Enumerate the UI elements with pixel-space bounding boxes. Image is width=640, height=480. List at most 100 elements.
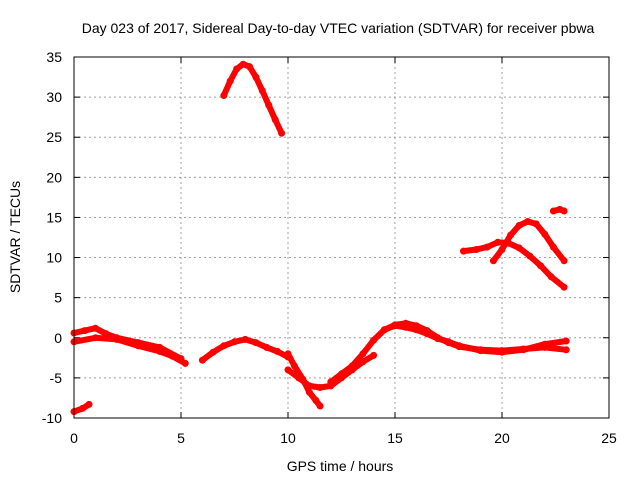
x-tick-label: 15 bbox=[387, 430, 403, 446]
data-point bbox=[549, 207, 557, 215]
data-point bbox=[252, 339, 260, 347]
y-tick-label: -10 bbox=[42, 410, 62, 426]
data-point bbox=[113, 335, 121, 343]
data-point bbox=[273, 347, 281, 355]
data-point bbox=[537, 262, 544, 270]
data-point bbox=[284, 350, 292, 358]
data-point bbox=[562, 346, 570, 354]
data-point bbox=[489, 257, 497, 265]
plot-frame bbox=[73, 56, 610, 419]
chart-title: Day 023 of 2017, Sidereal Day-to-day VTE… bbox=[82, 20, 595, 36]
data-point bbox=[220, 342, 228, 350]
data-point bbox=[541, 230, 549, 238]
y-tick-labels: -10 -5 0 5 10 15 20 25 30 35 bbox=[42, 49, 62, 426]
data-point bbox=[391, 322, 399, 330]
data-point bbox=[231, 338, 238, 346]
data-point bbox=[494, 238, 502, 246]
y-tick-label: 0 bbox=[54, 330, 62, 346]
y-tick-label: 10 bbox=[46, 250, 62, 266]
data-point bbox=[524, 218, 532, 225]
data-point bbox=[91, 334, 99, 342]
data-point bbox=[79, 404, 87, 412]
data-point bbox=[560, 207, 568, 215]
data-point bbox=[359, 350, 367, 358]
data-point bbox=[290, 362, 298, 370]
data-point bbox=[498, 348, 506, 356]
data-point bbox=[477, 347, 485, 355]
data-point bbox=[226, 77, 234, 85]
series-layer bbox=[70, 60, 570, 416]
data-point bbox=[519, 346, 527, 354]
data-point bbox=[402, 323, 410, 331]
data-point bbox=[515, 222, 523, 229]
y-tick-label: 30 bbox=[46, 89, 62, 105]
data-point bbox=[91, 324, 99, 332]
data-point bbox=[305, 388, 313, 396]
data-point bbox=[541, 340, 549, 348]
y-tick-label: 20 bbox=[46, 169, 62, 185]
series-trace-h bbox=[327, 319, 570, 386]
data-point bbox=[239, 60, 247, 68]
x-tick-label: 20 bbox=[494, 430, 510, 446]
data-point bbox=[549, 243, 557, 251]
series-trace-a bbox=[70, 400, 93, 416]
data-point bbox=[246, 63, 253, 71]
data-point bbox=[198, 356, 206, 364]
y-axis-label: SDTVAR / TECUs bbox=[7, 181, 23, 293]
data-point bbox=[327, 378, 335, 386]
series-trace-j bbox=[460, 238, 568, 291]
series-band bbox=[220, 61, 285, 137]
data-point bbox=[348, 362, 356, 370]
x-tick-label: 5 bbox=[177, 430, 185, 446]
series-band bbox=[460, 239, 568, 291]
data-point bbox=[241, 335, 249, 343]
data-point bbox=[295, 374, 303, 382]
data-point bbox=[434, 335, 442, 343]
data-point bbox=[370, 336, 378, 344]
series-trace-i bbox=[380, 322, 570, 356]
data-point bbox=[278, 129, 286, 137]
data-point bbox=[483, 243, 491, 251]
x-axis-label: GPS time / hours bbox=[287, 458, 394, 474]
data-point bbox=[472, 246, 480, 253]
data-point bbox=[547, 273, 555, 281]
grid bbox=[73, 56, 610, 419]
x-tick-labels: 0 5 10 15 20 25 bbox=[70, 430, 617, 446]
data-point bbox=[258, 87, 266, 95]
x-tick-label: 0 bbox=[70, 430, 78, 446]
y-tick-label: -5 bbox=[50, 370, 63, 386]
data-point bbox=[233, 65, 241, 73]
data-point bbox=[460, 247, 467, 255]
data-point bbox=[181, 359, 189, 367]
x-tick-label: 25 bbox=[601, 430, 617, 446]
data-point bbox=[168, 352, 176, 360]
y-tick-label: 15 bbox=[46, 209, 62, 225]
data-point bbox=[220, 92, 228, 99]
data-point bbox=[370, 351, 378, 359]
data-point bbox=[156, 347, 164, 355]
data-point bbox=[81, 327, 89, 335]
data-point bbox=[560, 283, 568, 291]
data-point bbox=[532, 220, 540, 228]
data-point bbox=[455, 342, 463, 350]
data-point bbox=[271, 116, 279, 124]
series-trace-d bbox=[198, 335, 292, 364]
data-point bbox=[209, 348, 217, 356]
y-tick-label: 35 bbox=[46, 49, 62, 65]
series-trace-e bbox=[220, 60, 286, 137]
data-point bbox=[312, 396, 320, 404]
data-point bbox=[515, 244, 523, 252]
data-point bbox=[445, 338, 452, 346]
data-point bbox=[305, 382, 313, 390]
data-point bbox=[265, 101, 273, 109]
data-point bbox=[284, 366, 292, 374]
data-point bbox=[134, 342, 142, 350]
x-tick-label: 10 bbox=[280, 430, 296, 446]
data-point bbox=[412, 326, 420, 334]
data-point bbox=[423, 330, 431, 338]
data-point bbox=[526, 252, 534, 260]
data-point bbox=[380, 326, 388, 334]
y-tick-label: 25 bbox=[46, 129, 62, 145]
data-point bbox=[263, 343, 271, 351]
